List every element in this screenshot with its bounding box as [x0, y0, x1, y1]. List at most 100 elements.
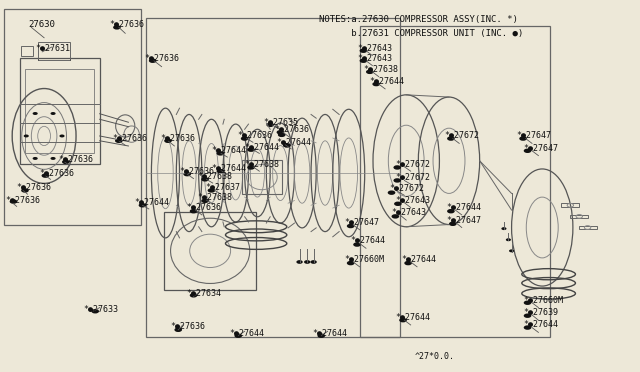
Circle shape [189, 209, 197, 214]
Bar [579, 226, 596, 230]
Circle shape [304, 260, 310, 264]
Bar [4, 9, 141, 225]
Circle shape [276, 130, 284, 135]
Bar [164, 212, 256, 290]
Text: *●27644: *●27644 [135, 198, 170, 207]
Text: *●27643: *●27643 [357, 44, 392, 52]
Circle shape [241, 137, 248, 141]
Text: *●27647: *●27647 [523, 144, 558, 153]
Text: *●27672: *●27672 [396, 173, 430, 182]
Text: *●27644: *●27644 [402, 255, 436, 264]
Text: *●27636: *●27636 [6, 196, 41, 205]
Text: *●27633: *●27633 [84, 305, 118, 314]
Text: ^27*0.0.: ^27*0.0. [415, 352, 454, 361]
Text: *●27660M: *●27660M [523, 296, 563, 305]
Circle shape [183, 172, 191, 176]
Circle shape [394, 165, 401, 170]
Text: *●27639: *●27639 [523, 308, 558, 317]
Circle shape [388, 190, 396, 195]
Text: *●27636: *●27636 [58, 155, 93, 164]
Circle shape [447, 137, 455, 141]
Circle shape [449, 222, 457, 226]
Circle shape [149, 58, 157, 63]
Text: *●27638: *●27638 [244, 160, 280, 169]
Text: *●27636: *●27636 [145, 54, 179, 62]
Circle shape [278, 133, 285, 137]
Text: *●27672: *●27672 [389, 185, 424, 193]
Bar [570, 215, 588, 218]
Circle shape [524, 314, 531, 318]
Text: *●27660M: *●27660M [344, 255, 384, 264]
Circle shape [51, 112, 56, 115]
Circle shape [317, 334, 325, 338]
Text: *●27672: *●27672 [445, 131, 479, 141]
Bar [25, 69, 94, 153]
Text: *●27647: *●27647 [447, 216, 481, 225]
Text: *●27644: *●27644 [447, 203, 481, 212]
Circle shape [524, 148, 531, 153]
Text: NOTES:a.27630 COMPRESSOR ASSY(INC. *): NOTES:a.27630 COMPRESSOR ASSY(INC. *) [319, 16, 518, 25]
Text: *●27635: *●27635 [264, 118, 299, 127]
Text: *●27644: *●27644 [211, 146, 246, 155]
Circle shape [506, 238, 511, 241]
Circle shape [266, 123, 274, 127]
Text: *●27636: *●27636 [17, 183, 52, 192]
Circle shape [310, 260, 317, 264]
Circle shape [347, 224, 355, 228]
Circle shape [21, 188, 29, 193]
Bar [38, 42, 70, 60]
Circle shape [283, 143, 291, 147]
Text: *●27643: *●27643 [396, 196, 430, 205]
Bar [561, 203, 579, 207]
Circle shape [51, 157, 56, 160]
Text: *●27631: *●27631 [36, 44, 71, 53]
Text: *●27636: *●27636 [186, 203, 221, 212]
Circle shape [201, 177, 209, 182]
Text: *●27644: *●27644 [351, 236, 386, 246]
Circle shape [372, 82, 380, 86]
Circle shape [60, 135, 65, 137]
Text: 27630: 27630 [28, 20, 55, 29]
Bar [360, 26, 550, 337]
Text: *●27644: *●27644 [370, 77, 405, 86]
Circle shape [189, 293, 197, 298]
Circle shape [247, 147, 255, 152]
Circle shape [524, 301, 531, 305]
Bar [242, 160, 282, 194]
Text: *●27644: *●27644 [276, 138, 312, 147]
Text: *●27644: *●27644 [211, 164, 246, 173]
Circle shape [164, 138, 172, 143]
Circle shape [283, 143, 291, 147]
Circle shape [234, 334, 242, 338]
Circle shape [394, 202, 402, 206]
Text: b.27631 COMPRESSOR UNIT (INC. ●): b.27631 COMPRESSOR UNIT (INC. ●) [319, 29, 523, 38]
Circle shape [174, 328, 182, 332]
Circle shape [519, 137, 527, 141]
Text: *●27643: *●27643 [392, 208, 426, 217]
Text: *●27644: *●27644 [312, 328, 348, 338]
Circle shape [216, 169, 224, 173]
Text: *●27644: *●27644 [396, 313, 430, 322]
Circle shape [113, 25, 121, 30]
Circle shape [24, 135, 29, 137]
Text: *●27636: *●27636 [179, 167, 214, 176]
Text: *●27638: *●27638 [197, 172, 232, 181]
Circle shape [447, 209, 455, 214]
Circle shape [394, 178, 401, 183]
Circle shape [115, 138, 123, 143]
Text: *●27636: *●27636 [274, 125, 309, 134]
Circle shape [42, 173, 49, 178]
Circle shape [360, 48, 367, 53]
Text: *●27636: *●27636 [161, 134, 195, 143]
Text: *●27647: *●27647 [344, 218, 380, 227]
Circle shape [353, 242, 361, 247]
Circle shape [201, 199, 209, 203]
Text: *●27644: *●27644 [244, 142, 280, 151]
Bar [147, 19, 401, 337]
Circle shape [524, 326, 531, 330]
Text: *●27636: *●27636 [39, 169, 74, 177]
Circle shape [501, 227, 506, 230]
Text: *●27634: *●27634 [186, 289, 221, 298]
Bar [21, 46, 33, 56]
Text: *●27647: *●27647 [516, 131, 552, 141]
